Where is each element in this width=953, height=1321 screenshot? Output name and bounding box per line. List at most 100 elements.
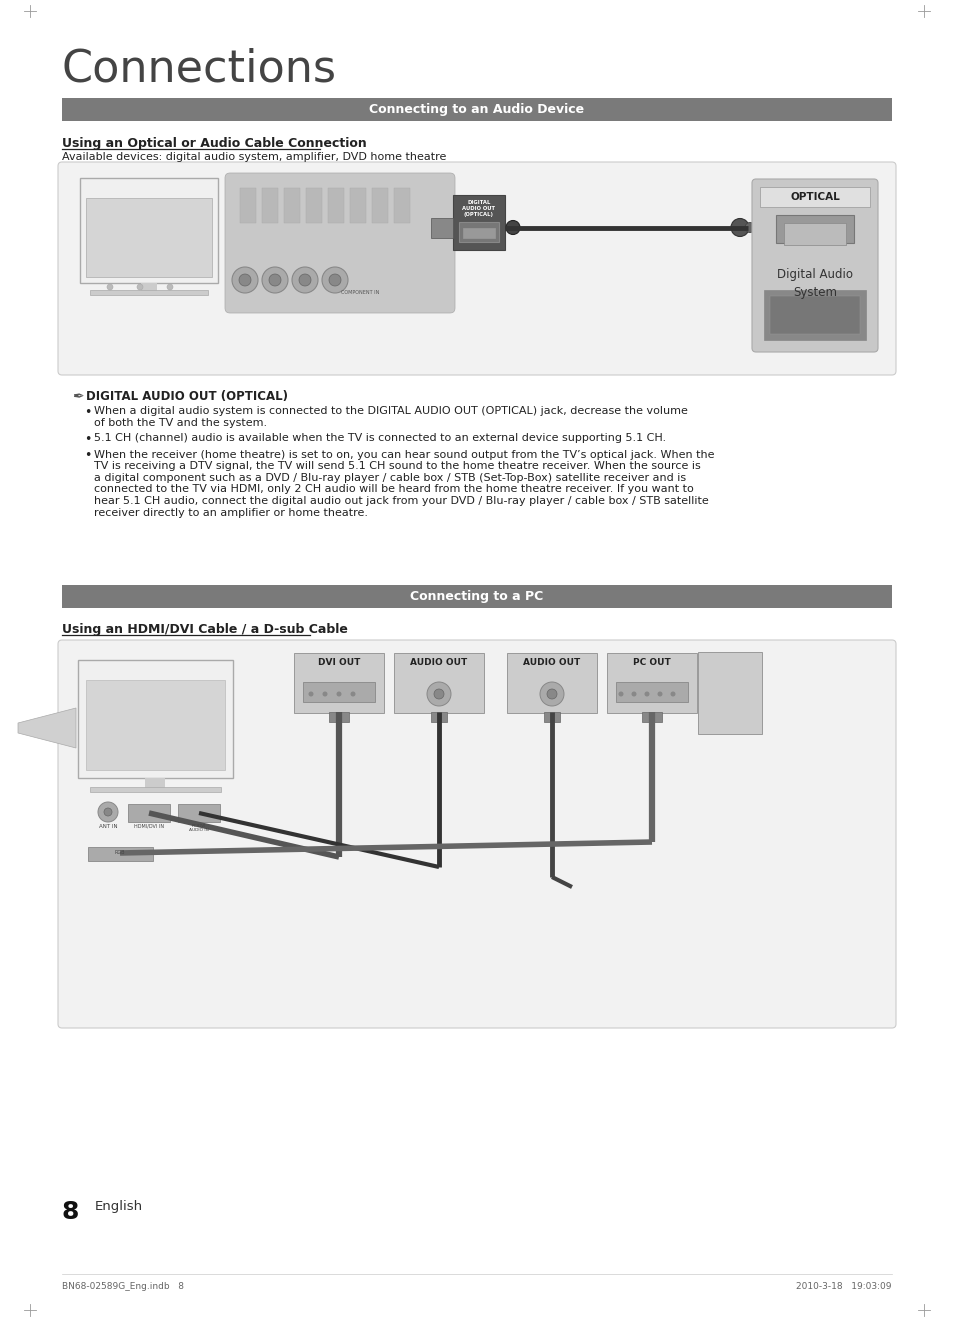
Text: ANT IN: ANT IN (98, 824, 117, 830)
Circle shape (308, 691, 314, 696)
Circle shape (744, 222, 754, 232)
Text: RGB: RGB (114, 849, 125, 855)
Bar (458, 222, 498, 242)
Bar (306, 188, 322, 223)
Bar (240, 188, 255, 223)
Text: DIGITAL
AUDIO OUT
(OPTICAL): DIGITAL AUDIO OUT (OPTICAL) (462, 199, 495, 218)
Bar (775, 215, 853, 243)
Circle shape (546, 690, 557, 699)
Bar (145, 778, 165, 793)
Text: PC/DVI
AUDIO IN: PC/DVI AUDIO IN (189, 824, 209, 832)
Text: PC OUT: PC OUT (633, 658, 670, 667)
Circle shape (434, 690, 443, 699)
Bar (262, 188, 277, 223)
Circle shape (298, 273, 311, 287)
FancyBboxPatch shape (751, 180, 877, 351)
Bar (178, 804, 220, 822)
Circle shape (539, 682, 563, 705)
Bar (141, 283, 157, 295)
Bar (86, 680, 225, 770)
FancyBboxPatch shape (225, 173, 455, 313)
Circle shape (104, 808, 112, 816)
Circle shape (657, 691, 661, 696)
Bar (128, 804, 170, 822)
Circle shape (292, 267, 317, 293)
Bar (90, 787, 221, 793)
Circle shape (262, 267, 288, 293)
Bar (543, 712, 559, 723)
Text: •: • (84, 433, 91, 446)
Circle shape (269, 273, 281, 287)
Text: When a digital audio system is connected to the DIGITAL AUDIO OUT (OPTICAL) jack: When a digital audio system is connected… (94, 406, 687, 428)
Circle shape (107, 284, 112, 291)
Text: Using an Optical or Audio Cable Connection: Using an Optical or Audio Cable Connecti… (62, 137, 366, 151)
Text: Digital Audio
System: Digital Audio System (776, 268, 852, 299)
Circle shape (644, 691, 649, 696)
Circle shape (670, 691, 675, 696)
Text: ✒: ✒ (71, 390, 84, 404)
Text: DVI OUT: DVI OUT (317, 658, 360, 667)
Text: When the receiver (home theatre) is set to on, you can hear sound output from th: When the receiver (home theatre) is set … (94, 449, 714, 518)
Text: BN68-02589G_Eng.indb   8: BN68-02589G_Eng.indb 8 (62, 1281, 184, 1291)
Bar (769, 296, 859, 334)
Circle shape (239, 273, 251, 287)
Bar (431, 712, 447, 723)
FancyBboxPatch shape (606, 653, 697, 713)
Text: Connecting to a PC: Connecting to a PC (410, 590, 543, 602)
FancyBboxPatch shape (506, 653, 597, 713)
Bar (760, 188, 869, 207)
Text: English: English (95, 1199, 143, 1213)
Circle shape (232, 267, 257, 293)
Circle shape (322, 267, 348, 293)
Bar (462, 229, 495, 238)
Polygon shape (18, 708, 76, 748)
Text: 8: 8 (62, 1199, 79, 1225)
FancyBboxPatch shape (698, 653, 761, 734)
Bar (350, 188, 366, 223)
Bar (394, 188, 410, 223)
Bar (62, 585, 891, 608)
Text: Connecting to an Audio Device: Connecting to an Audio Device (369, 103, 584, 116)
Text: DIGITAL AUDIO OUT (OPTICAL): DIGITAL AUDIO OUT (OPTICAL) (86, 390, 288, 403)
Bar (62, 98, 891, 122)
Text: HDMI/DVI IN: HDMI/DVI IN (133, 824, 164, 830)
Bar (80, 178, 218, 283)
Text: •: • (84, 449, 91, 462)
Bar (431, 218, 453, 238)
Circle shape (350, 691, 355, 696)
Text: •: • (84, 406, 91, 419)
Circle shape (618, 691, 623, 696)
Bar (616, 682, 687, 701)
Circle shape (167, 284, 172, 291)
Circle shape (137, 284, 143, 291)
FancyBboxPatch shape (394, 653, 483, 713)
Circle shape (505, 221, 519, 235)
Text: 2010-3-18   19:03:09: 2010-3-18 19:03:09 (796, 1281, 891, 1291)
Text: Available devices: digital audio system, amplifier, DVD home theatre: Available devices: digital audio system,… (62, 152, 446, 162)
Bar (453, 196, 504, 250)
Text: AUDIO OUT: AUDIO OUT (410, 658, 467, 667)
Text: Connections: Connections (62, 48, 336, 90)
Bar (86, 198, 212, 277)
Text: Using an HDMI/DVI Cable / a D-sub Cable: Using an HDMI/DVI Cable / a D-sub Cable (62, 624, 348, 635)
Bar (641, 712, 661, 723)
Bar (303, 682, 375, 701)
Text: COMPONENT IN: COMPONENT IN (340, 291, 378, 295)
Bar (783, 223, 845, 244)
FancyBboxPatch shape (58, 162, 895, 375)
Bar (372, 188, 388, 223)
FancyBboxPatch shape (294, 653, 384, 713)
Circle shape (322, 691, 327, 696)
Circle shape (730, 218, 748, 236)
Circle shape (98, 802, 118, 822)
Text: OPTICAL: OPTICAL (789, 192, 839, 202)
Bar (78, 660, 233, 778)
Bar (329, 712, 349, 723)
Circle shape (329, 273, 340, 287)
Bar (90, 291, 208, 295)
Circle shape (427, 682, 451, 705)
Circle shape (336, 691, 341, 696)
Bar (284, 188, 299, 223)
Circle shape (631, 691, 636, 696)
FancyBboxPatch shape (58, 639, 895, 1028)
